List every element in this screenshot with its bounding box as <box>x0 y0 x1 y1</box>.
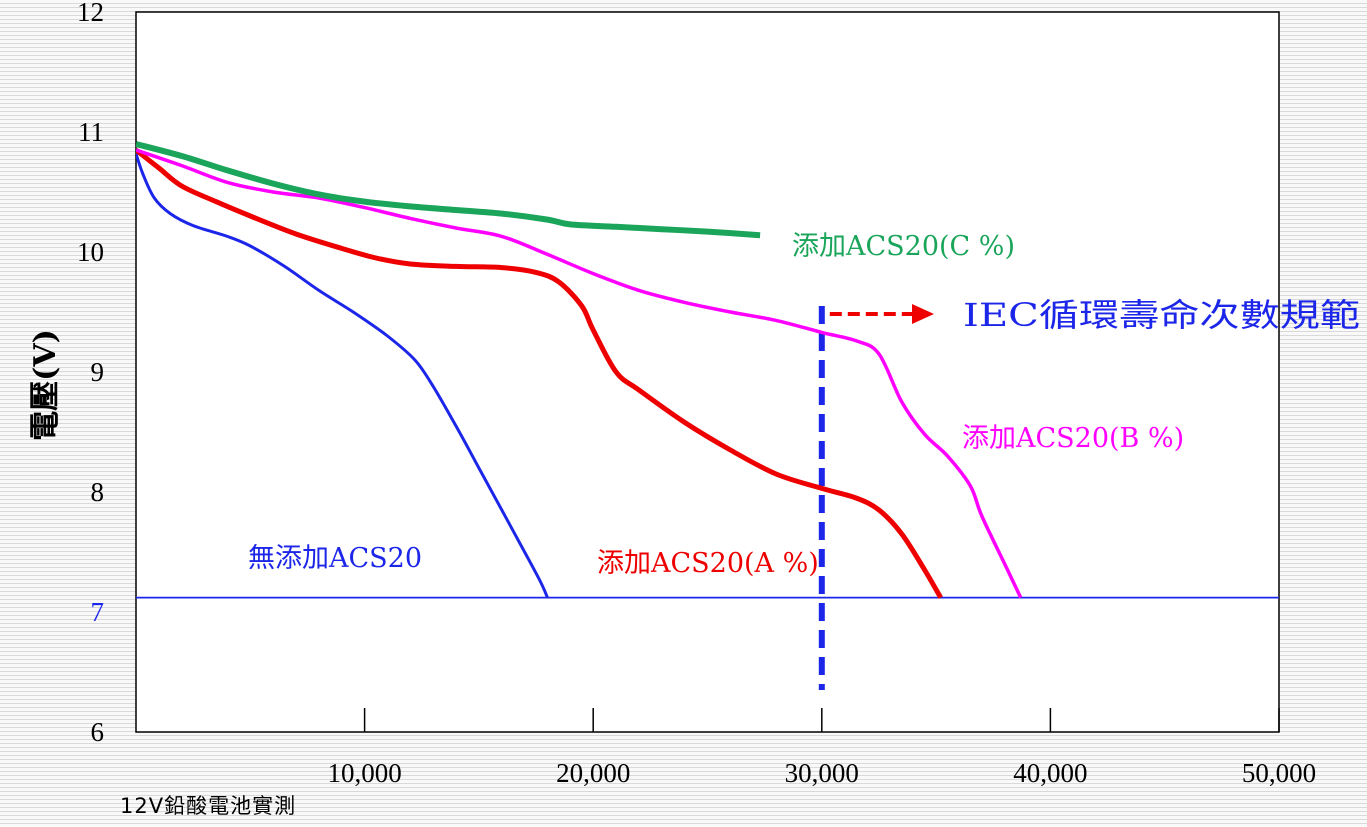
y-axis-ticks: 6 7 8 9 10 11 12 <box>77 0 104 747</box>
y-tick-label: 6 <box>91 717 105 747</box>
series-line-a <box>136 148 943 599</box>
reference-lines <box>136 306 1279 690</box>
x-tick-label: 30,000 <box>785 758 859 788</box>
plot-area <box>135 11 1280 733</box>
series-label-a: 添加ACS20(A %) <box>597 548 819 579</box>
series-label-b: 添加ACS20(B %) <box>962 423 1184 454</box>
y-tick-label: 11 <box>78 117 104 147</box>
y-tick-label: 9 <box>91 357 105 387</box>
x-tick-label: 40,000 <box>1013 758 1087 788</box>
y-axis-label: 電壓(V) <box>28 329 63 441</box>
series-label-no-additive: 無添加ACS20 <box>248 543 422 574</box>
chart-caption: 12V鉛酸電池實測 <box>120 794 297 818</box>
series-label-c: 添加ACS20(C %) <box>792 231 1015 262</box>
series-line-b <box>136 148 1023 599</box>
annotation-group: IEC循環壽命次數規範 <box>829 296 1360 334</box>
y-tick-label: 12 <box>77 0 104 27</box>
x-axis-ticks: 10,000 20,000 30,000 40,000 50,000 <box>327 708 1316 788</box>
x-tick-label: 50,000 <box>1242 758 1316 788</box>
annotation-text: IEC循環壽命次數規範 <box>963 296 1360 334</box>
x-tick-label: 10,000 <box>327 758 401 788</box>
series-labels: 無添加ACS20 添加ACS20(A %) 添加ACS20(B %) 添加ACS20(… <box>248 231 1184 579</box>
x-tick-label: 20,000 <box>556 758 630 788</box>
series-group <box>136 141 1023 599</box>
y-tick-label: 10 <box>77 237 104 267</box>
annotation-arrowhead <box>912 304 934 324</box>
series-line-c <box>136 141 761 239</box>
series-line-no-additive <box>136 153 549 599</box>
y-tick-label: 7 <box>91 597 105 627</box>
y-tick-label: 8 <box>91 477 105 507</box>
